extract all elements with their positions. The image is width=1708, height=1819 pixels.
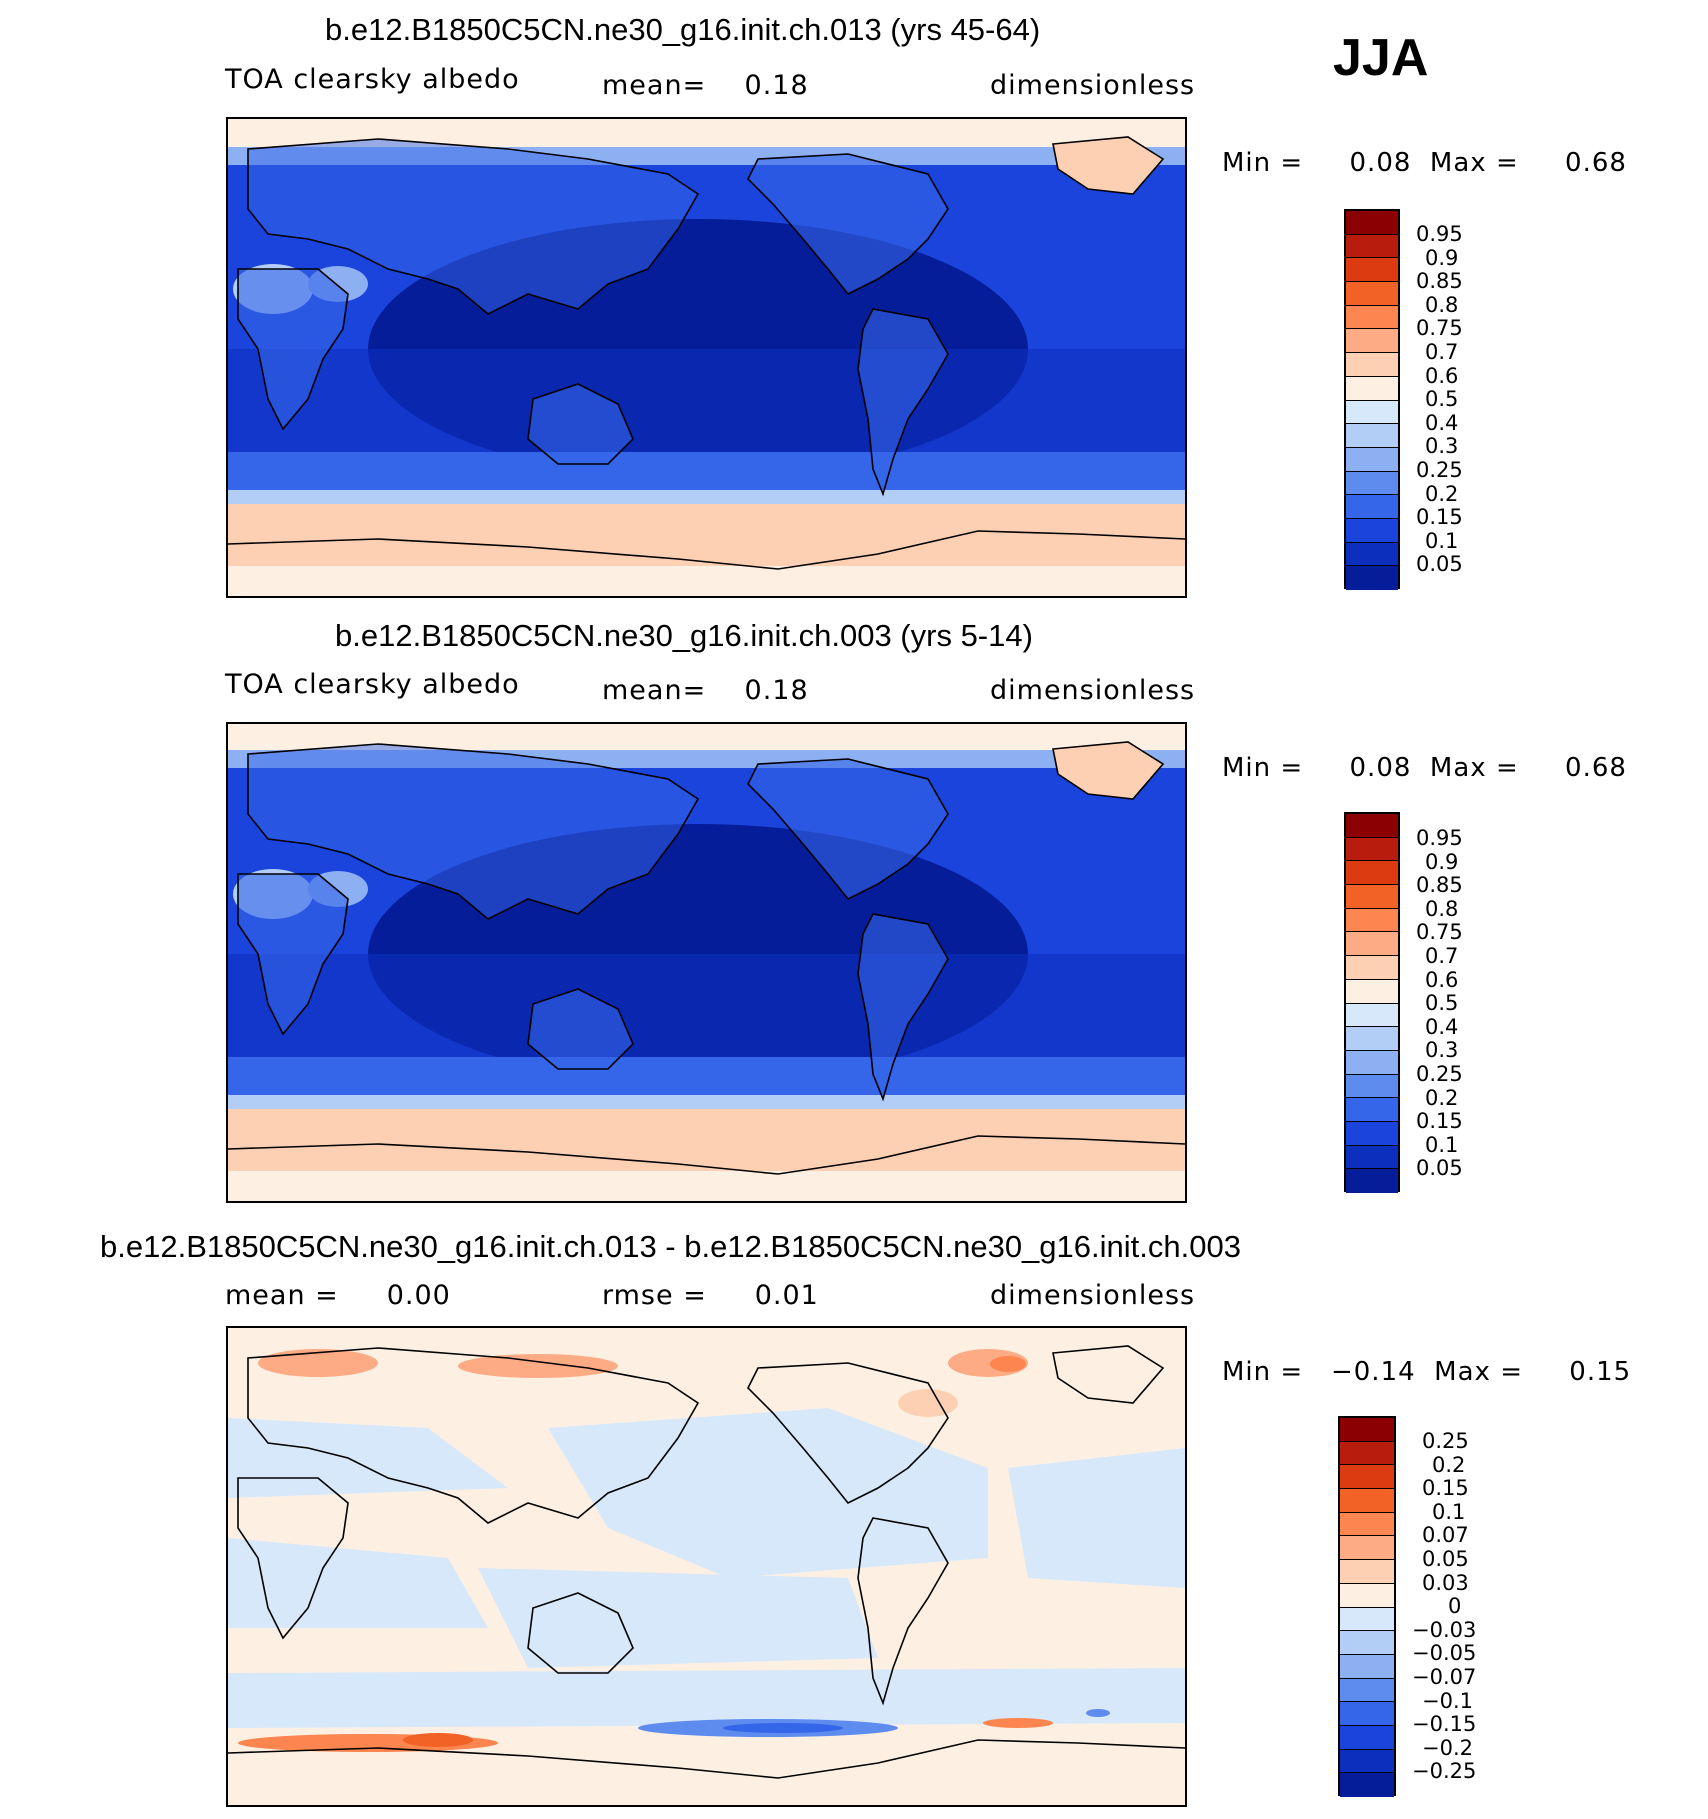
panel3-tick-3: 0.1	[1432, 1500, 1466, 1524]
panel2-map	[226, 722, 1187, 1203]
panel3-tick-6: 0.03	[1422, 1571, 1469, 1595]
panel1-mean: mean= 0.18	[602, 70, 809, 101]
panel3-tick-4: 0.07	[1422, 1523, 1469, 1547]
panel3-tick-14: −0.25	[1412, 1759, 1477, 1783]
panel1-units: dimensionless	[990, 70, 1196, 101]
panel2-minmax: Min = 0.08 Max = 0.68	[1222, 753, 1627, 783]
panel1-tick-14: 0.05	[1416, 552, 1463, 576]
panel1-tick-12: 0.15	[1416, 505, 1463, 529]
panel3-rmse: rmse = 0.01	[602, 1280, 819, 1311]
panel3-tick-11: −0.1	[1422, 1689, 1473, 1713]
panel3-colorbar	[1338, 1416, 1396, 1797]
panel2-tick-13: 0.1	[1425, 1133, 1459, 1157]
panel2-tick-1: 0.9	[1425, 850, 1459, 874]
panel3-mean: mean = 0.00	[225, 1280, 451, 1311]
panel2-colorbar	[1344, 812, 1400, 1193]
panel1-tick-9: 0.3	[1425, 434, 1459, 458]
panel2-tick-6: 0.6	[1425, 968, 1459, 992]
panel1-tick-7: 0.5	[1425, 387, 1459, 411]
panel1-variable: TOA clearsky albedo	[225, 64, 520, 95]
panel3-tick-5: 0.05	[1422, 1547, 1469, 1571]
panel3-tick-2: 0.15	[1422, 1476, 1469, 1500]
panel2-tick-0: 0.95	[1416, 826, 1463, 850]
panel2-tick-9: 0.3	[1425, 1038, 1459, 1062]
season-label: JJA	[1333, 29, 1429, 87]
panel1-tick-0: 0.95	[1416, 222, 1463, 246]
panel3-tick-7: 0	[1448, 1594, 1462, 1618]
panel3-tick-10: −0.07	[1412, 1665, 1477, 1689]
panel1-tick-10: 0.25	[1416, 458, 1463, 482]
panel2-units: dimensionless	[990, 675, 1196, 706]
panel2-tick-3: 0.8	[1425, 897, 1459, 921]
panel2-tick-4: 0.75	[1416, 920, 1463, 944]
panel2-tick-10: 0.25	[1416, 1062, 1463, 1086]
panel2-tick-8: 0.4	[1425, 1015, 1459, 1039]
panel1-title: b.e12.B1850C5CN.ne30_g16.init.ch.013 (yr…	[325, 12, 1041, 47]
panel1-tick-1: 0.9	[1425, 246, 1459, 270]
panel3-units: dimensionless	[990, 1280, 1196, 1311]
panel3-tick-12: −0.15	[1412, 1712, 1477, 1736]
panel1-colorbar	[1344, 209, 1400, 590]
panel3-tick-8: −0.03	[1412, 1618, 1477, 1642]
panel1-tick-3: 0.8	[1425, 293, 1459, 317]
panel3-title: b.e12.B1850C5CN.ne30_g16.init.ch.013 - b…	[100, 1229, 1241, 1264]
panel2-tick-12: 0.15	[1416, 1109, 1463, 1133]
panel2-tick-14: 0.05	[1416, 1156, 1463, 1180]
panel2-mean: mean= 0.18	[602, 675, 809, 706]
panel1-minmax: Min = 0.08 Max = 0.68	[1222, 148, 1627, 178]
panel3-tick-0: 0.25	[1422, 1429, 1469, 1453]
panel1-tick-8: 0.4	[1425, 411, 1459, 435]
panel3-tick-1: 0.2	[1432, 1453, 1466, 1477]
panel1-tick-13: 0.1	[1425, 529, 1459, 553]
panel2-title: b.e12.B1850C5CN.ne30_g16.init.ch.003 (yr…	[335, 618, 1033, 653]
panel1-tick-4: 0.75	[1416, 316, 1463, 340]
panel1-tick-11: 0.2	[1425, 482, 1459, 506]
panel3-minmax: Min = −0.14 Max = 0.15	[1222, 1357, 1632, 1387]
panel1-tick-6: 0.6	[1425, 364, 1459, 388]
panel3-tick-13: −0.2	[1422, 1736, 1473, 1760]
panel2-tick-2: 0.85	[1416, 873, 1463, 897]
panel2-tick-11: 0.2	[1425, 1086, 1459, 1110]
panel2-variable: TOA clearsky albedo	[225, 669, 520, 700]
panel2-tick-7: 0.5	[1425, 991, 1459, 1015]
panel3-map	[226, 1326, 1187, 1807]
panel1-map	[226, 117, 1187, 598]
panel3-tick-9: −0.05	[1412, 1641, 1477, 1665]
panel1-tick-5: 0.7	[1425, 340, 1459, 364]
panel1-tick-2: 0.85	[1416, 269, 1463, 293]
panel2-tick-5: 0.7	[1425, 944, 1459, 968]
